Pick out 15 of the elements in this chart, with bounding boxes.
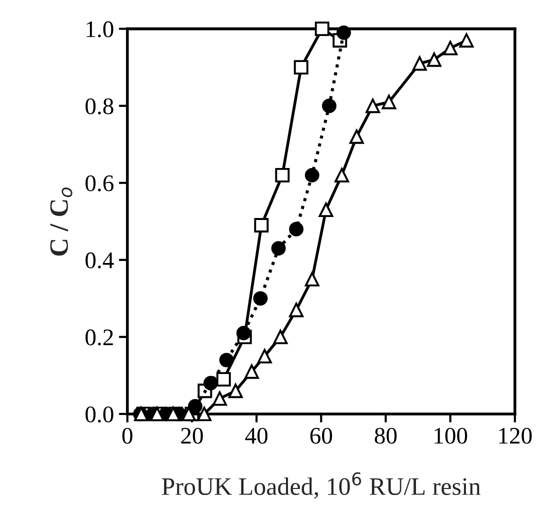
x-tick-label: 80 bbox=[374, 428, 397, 444]
x-tick-label: 120 bbox=[499, 428, 532, 444]
x-tick-label: 100 bbox=[434, 428, 468, 444]
x-tick-label: 20 bbox=[181, 428, 203, 444]
y-tick-label: 0.2 bbox=[86, 329, 113, 346]
x-tick-label: 40 bbox=[245, 428, 268, 444]
x-tick-label: 60 bbox=[310, 428, 332, 444]
y-tick-label: 0.8 bbox=[86, 98, 114, 114]
y-tick-label: 0.4 bbox=[86, 252, 114, 268]
x-tick-label: 0 bbox=[122, 428, 132, 444]
x-axis-title: ProUK Loaded, 10$^{6}$ RU/L resin bbox=[162, 472, 481, 499]
y-tick-label: 1.0 bbox=[86, 21, 114, 38]
y-tick-label: 0.6 bbox=[86, 175, 114, 192]
y-axis-title: C / C$_{o}$ bbox=[50, 188, 72, 256]
y-tick-label: 0.0 bbox=[86, 406, 114, 422]
